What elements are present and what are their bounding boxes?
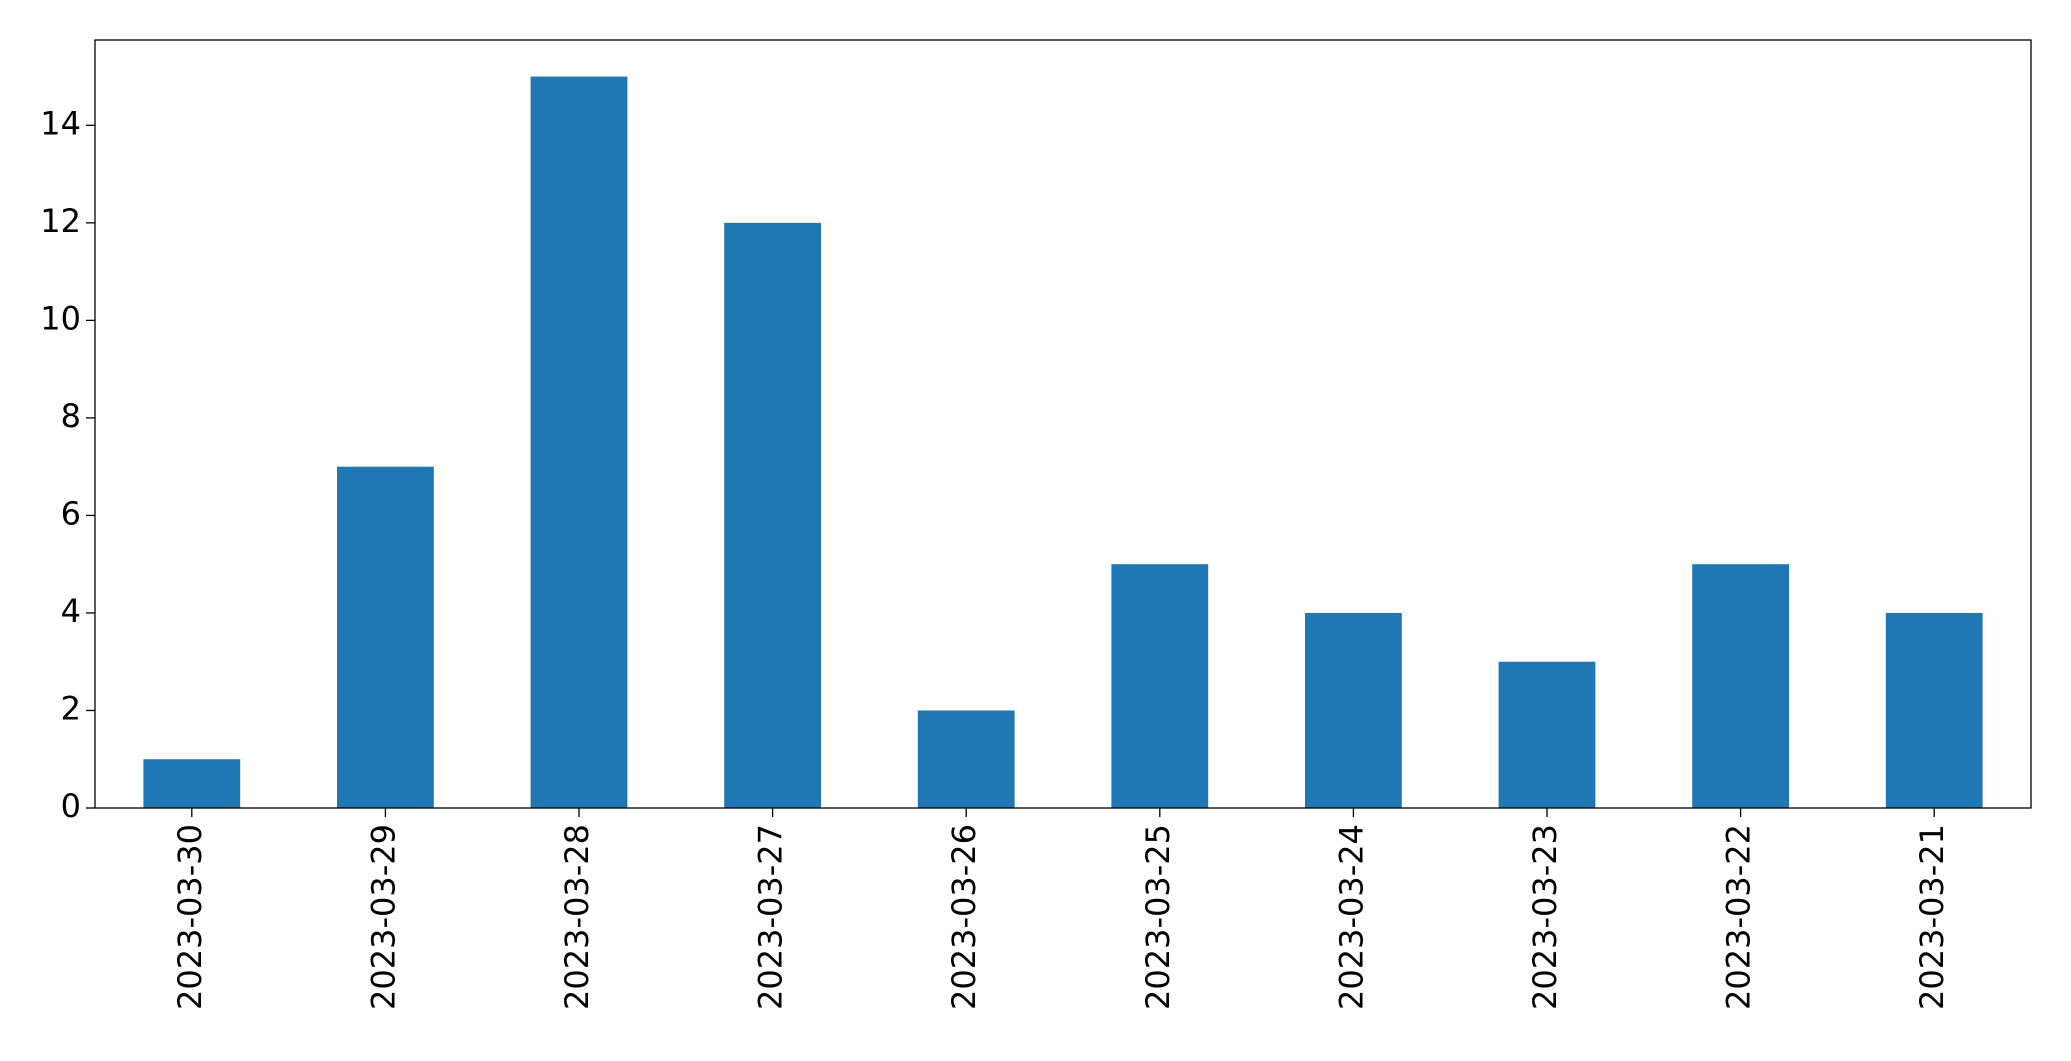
bar [1111,564,1209,808]
x-tick-label: 2023-03-30 [171,824,209,1010]
y-tick-label: 14 [40,104,81,142]
bar [1305,612,1402,808]
x-tick-label: 2023-03-28 [558,824,596,1010]
y-tick-label: 4 [61,592,81,630]
bar [1885,612,1983,808]
x-tick-label: 2023-03-24 [1332,824,1370,1010]
x-tick-label: 2023-03-21 [1913,824,1951,1010]
y-tick-label: 12 [40,202,81,240]
bar [530,76,628,809]
x-tick-label: 2023-03-26 [945,824,983,1010]
bar [917,710,1015,808]
y-tick-label: 0 [61,787,81,825]
bar [724,222,821,808]
y-tick-label: 8 [61,397,81,435]
y-tick-label: 10 [40,299,81,337]
y-tick-label: 2 [61,689,81,727]
x-tick-label: 2023-03-22 [1720,824,1758,1010]
bar [337,466,434,808]
bar [143,759,241,808]
y-tick-label: 6 [61,494,81,532]
x-tick-label: 2023-03-25 [1139,824,1177,1010]
bar [1692,564,1789,808]
x-tick-label: 2023-03-29 [364,824,402,1010]
bar [1498,661,1596,808]
x-tick-label: 2023-03-27 [752,824,790,1010]
x-tick-label: 2023-03-23 [1526,824,1564,1010]
plot-frame [94,39,2032,809]
